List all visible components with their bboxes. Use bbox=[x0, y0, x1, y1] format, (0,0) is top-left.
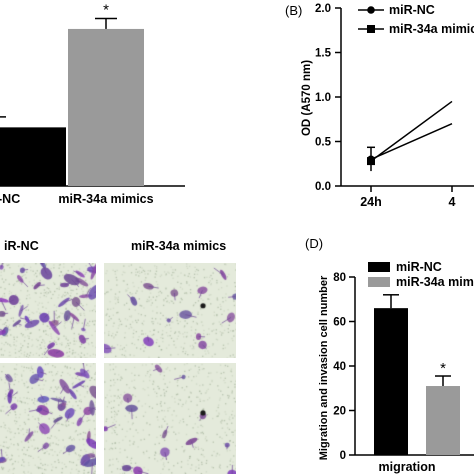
panel-a-significance-2: * bbox=[103, 1, 109, 18]
micrograph-mimics-top bbox=[104, 263, 236, 358]
panel-b-legend: miR-NC miR-34a mimics bbox=[358, 3, 474, 36]
panel-d: (D) 0 20 40 60 80 Migration and invasion cel… bbox=[305, 236, 474, 474]
panel-d-label: (D) bbox=[305, 236, 323, 251]
panel-b-series-line-1 bbox=[370, 123, 453, 160]
micrograph-nc-top bbox=[0, 263, 96, 358]
panel-d-bar-1 bbox=[374, 308, 408, 455]
panel-d-legend-label-mimics: miR-34a mimic bbox=[396, 275, 474, 289]
panel-d-y-tick-label-3: 60 bbox=[333, 317, 346, 329]
panel-b-legend-marker-mimics bbox=[367, 25, 375, 33]
panel-d-x-tick-label: migration bbox=[379, 460, 436, 474]
panel-c: iR-NC miR-34a mimics bbox=[4, 239, 226, 253]
panel-b-y-tick-label-1: 0.5 bbox=[315, 137, 332, 149]
panel-d-y-tick-label-1: 20 bbox=[333, 406, 346, 418]
panel-a-tick-label-1: -NC bbox=[0, 192, 20, 206]
panel-b-label: (B) bbox=[285, 3, 302, 18]
panel-d-y-tick-label-4: 80 bbox=[333, 272, 346, 284]
micrograph-nc-bottom bbox=[0, 363, 96, 474]
panel-b-y-tick-label-2: 1.0 bbox=[315, 92, 331, 104]
panel-b-x-tick-label-1: 4 bbox=[449, 195, 456, 209]
panel-d-legend: miR-NC miR-34a mimic bbox=[368, 260, 474, 289]
panel-d-y-tick-label-0: 0 bbox=[340, 450, 346, 462]
panel-b-point-2-1 bbox=[367, 157, 375, 166]
panel-d-significance-2: * bbox=[440, 360, 446, 377]
panel-c-title-nc: iR-NC bbox=[4, 239, 39, 253]
panel-b-legend-marker-nc bbox=[367, 6, 375, 14]
panel-a-tick-label-2: miR-34a mimics bbox=[58, 192, 153, 206]
panel-b-y-axis-label: OD (A570 nm) bbox=[301, 60, 313, 136]
panel-b-series-line-2 bbox=[370, 100, 453, 162]
panel-b-y-tick-label-3: 1.5 bbox=[315, 48, 332, 60]
panel-d-bar-2 bbox=[426, 386, 460, 455]
panel-d-legend-label-nc: miR-NC bbox=[396, 260, 442, 274]
panel-b-y-tick-label-4: 2.0 bbox=[315, 3, 331, 15]
panel-a-bar-1 bbox=[0, 127, 66, 186]
panel-d-legend-swatch-mimics bbox=[368, 277, 390, 287]
panel-d-y-axis-label: Migration and invasion cell number bbox=[318, 275, 330, 460]
panel-a-bar-2 bbox=[68, 28, 144, 186]
panel-a: * -NC miR-34a mimics bbox=[0, 1, 185, 206]
panel-c-title-mimics: miR-34a mimics bbox=[131, 239, 226, 253]
panel-b: (B) 0.0 0.5 1.0 1.5 2.0 OD (A570 nm) 24h 4 mi… bbox=[285, 3, 474, 209]
panel-d-legend-swatch-nc bbox=[368, 262, 390, 272]
panel-d-y-tick-label-2: 40 bbox=[333, 361, 346, 373]
panel-b-legend-label-nc: miR-NC bbox=[389, 3, 435, 17]
panel-b-y-tick-label-0: 0.0 bbox=[315, 181, 331, 193]
panel-b-legend-label-mimics: miR-34a mimics bbox=[389, 22, 474, 36]
panel-b-x-tick-label-0: 24h bbox=[360, 195, 382, 209]
micrograph-mimics-bottom bbox=[104, 363, 236, 474]
